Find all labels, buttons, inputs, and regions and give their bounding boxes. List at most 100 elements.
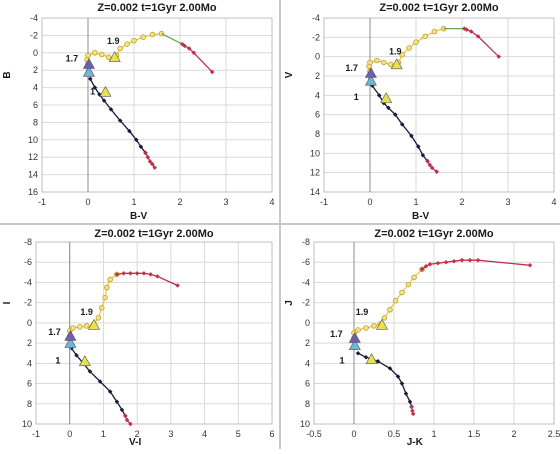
x-tick-label: 3	[505, 197, 510, 207]
x-tick-label: -1	[32, 429, 40, 439]
x-tick-label: 4	[269, 197, 274, 207]
series-line	[86, 33, 162, 65]
data-point	[392, 297, 399, 304]
y-tick-label: 2	[33, 65, 38, 75]
y-tick-label: 10	[22, 419, 32, 429]
data-point	[128, 271, 133, 276]
series-line	[371, 85, 429, 162]
chart-b-vs-bv: Z=0.002 t=1Gyr 2.00Mo-1 0 1 2 3 4-4-202468101…	[2, 2, 275, 222]
mass-annotation: 1	[354, 92, 359, 102]
mass-annotation: 1	[339, 355, 344, 365]
data-point	[431, 28, 438, 35]
data-point	[77, 324, 83, 330]
y-tick-label: 10	[300, 419, 310, 429]
series-line	[116, 272, 178, 287]
data-point	[355, 327, 361, 333]
data-point	[422, 33, 428, 40]
x-tick-label: 1	[431, 429, 436, 439]
y-tick-label: 12	[310, 168, 320, 178]
y-tick-label: 6	[33, 100, 38, 110]
data-point	[381, 59, 387, 66]
data-point	[363, 355, 369, 360]
x-tick-label: 0.5	[388, 429, 401, 439]
triangle-marker	[364, 66, 377, 78]
triangle-marker	[64, 329, 77, 341]
chart-j-vs-jk: Z=0.002 t=1Gyr 2.00Mo -0.5 0 0.5 1 1.5 2 2.5 -8 -…	[284, 228, 560, 448]
x-tick-label: 2	[459, 197, 464, 207]
y-tick-label: 6	[315, 110, 320, 120]
y-tick-label: 2	[27, 338, 32, 348]
y-tick-label: -2	[302, 298, 310, 308]
series-group	[355, 350, 414, 410]
y-tick-label: 6	[305, 379, 310, 389]
mass-annotation: 1.7	[66, 54, 79, 64]
data-point	[434, 169, 439, 174]
series-group	[88, 76, 148, 156]
data-point	[406, 45, 412, 51]
series-group	[419, 257, 533, 272]
data-point	[155, 274, 160, 279]
x-tick-label: 2	[177, 197, 182, 207]
mass-annotation: 1.9	[389, 47, 402, 57]
data-point	[405, 281, 412, 288]
data-point	[121, 271, 126, 276]
data-point	[409, 404, 414, 410]
series-group	[114, 271, 180, 288]
series-line	[357, 352, 413, 407]
data-point	[416, 144, 421, 149]
y-tick-label: 16	[28, 187, 38, 197]
y-tick-label: 2	[305, 338, 310, 348]
data-point	[107, 276, 113, 283]
series-line	[421, 259, 531, 270]
data-point	[459, 257, 465, 263]
horizontal-divider	[0, 223, 560, 225]
data-point	[403, 391, 409, 396]
y-tick-label: -2	[30, 30, 38, 40]
y-tick-label: 4	[305, 358, 310, 368]
y-tick-label: -4	[312, 13, 320, 23]
chart-panel-j-vs-jk: Z=0.002 t=1Gyr 2.00Mo -0.5 0 0.5 1 1.5 2 2.5 -8 -…	[282, 226, 560, 449]
chart-title: Z=0.002 t=1Gyr 2.00Mo	[379, 2, 499, 14]
y-tick-label: 14	[28, 170, 38, 180]
series-group	[161, 33, 183, 45]
data-point	[413, 39, 419, 45]
chart-i-vs-vi: Z=0.002 t=1Gyr 2.00Mo -1 0 1 2 3 4 5 6 -8 -6 -4 -2 0 2…	[2, 228, 275, 448]
x-tick-label: 4	[202, 429, 207, 439]
x-tick-label: 6	[269, 429, 274, 439]
x-tick-label: 1	[413, 197, 418, 207]
triangle-marker	[99, 85, 112, 97]
y-tick-label: 0	[315, 52, 320, 62]
data-point	[88, 76, 93, 82]
x-tick-label: 0	[351, 429, 356, 439]
x-tick-label: 1	[101, 429, 106, 439]
y-tick-label: -8	[302, 237, 310, 247]
mass-annotation: 1.9	[80, 307, 93, 317]
y-tick-label: -2	[24, 298, 32, 308]
data-point	[85, 52, 91, 59]
y-axis-label: J	[284, 300, 295, 306]
data-point	[182, 43, 187, 49]
data-point	[70, 325, 76, 331]
triangle-marker	[78, 355, 91, 367]
chart-title: Z=0.002 t=1Gyr 2.00Mo	[97, 2, 217, 14]
x-tick-label: 0	[367, 197, 372, 207]
data-point	[105, 54, 112, 60]
x-tick-label: 2	[511, 429, 516, 439]
x-tick-label: 0	[67, 429, 72, 439]
data-point	[468, 29, 474, 34]
data-point	[381, 315, 388, 321]
triangle-marker	[108, 51, 121, 62]
y-tick-label: 10	[310, 148, 320, 158]
series-line	[89, 78, 147, 154]
triangle-marker	[390, 58, 403, 70]
data-point	[124, 41, 130, 47]
x-axis-label: B-V	[130, 211, 148, 222]
y-tick-label: -6	[302, 257, 310, 267]
x-tick-label: 5	[236, 429, 241, 439]
x-tick-label: -0.5	[306, 429, 322, 439]
data-point	[175, 283, 180, 288]
y-tick-label: 8	[27, 399, 32, 409]
y-tick-label: 2	[315, 71, 320, 81]
data-point	[475, 257, 481, 263]
mass-annotation: 1.7	[330, 329, 343, 339]
